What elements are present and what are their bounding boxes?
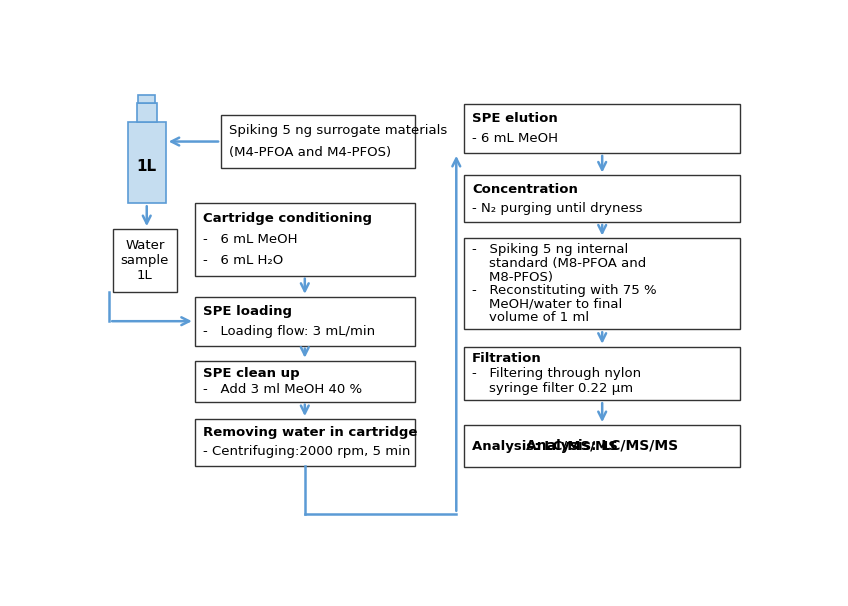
Bar (195, 419, 415, 465)
Text: -   Spiking 5 ng internal: - Spiking 5 ng internal (472, 244, 628, 256)
Text: -   Add 3 ml MeOH 40 %: - Add 3 ml MeOH 40 % (203, 382, 362, 396)
Text: -   Loading flow: 3 mL/min: - Loading flow: 3 mL/min (203, 325, 375, 338)
Text: -   6 mL MeOH: - 6 mL MeOH (203, 233, 297, 246)
Text: Concentration: Concentration (472, 183, 578, 196)
Bar (464, 425, 740, 467)
Text: 1L: 1L (137, 159, 157, 173)
Text: (M4-PFOA and M4-PFOS): (M4-PFOA and M4-PFOS) (229, 146, 391, 159)
Bar (128, 122, 166, 204)
Bar (195, 204, 415, 276)
Text: syringe filter 0.22 μm: syringe filter 0.22 μm (472, 382, 633, 395)
Text: MeOH/water to final: MeOH/water to final (472, 298, 622, 311)
Bar (221, 115, 415, 168)
Text: - Centrifuging:2000 rpm, 5 min: - Centrifuging:2000 rpm, 5 min (203, 445, 410, 458)
Text: - N₂ purging until dryness: - N₂ purging until dryness (472, 202, 643, 215)
Text: Cartridge conditioning: Cartridge conditioning (203, 212, 371, 225)
Text: Spiking 5 ng surrogate materials: Spiking 5 ng surrogate materials (229, 124, 447, 137)
Text: Analysis: LC/MS/MS: Analysis: LC/MS/MS (526, 439, 678, 453)
Text: SPE loading: SPE loading (203, 305, 292, 318)
Bar (137, 103, 157, 122)
Bar (195, 361, 415, 402)
Text: standard (M8-PFOA and: standard (M8-PFOA and (472, 257, 646, 270)
Text: Analysis: LC/MS/MS: Analysis: LC/MS/MS (472, 439, 618, 453)
Text: Removing water in cartridge: Removing water in cartridge (203, 427, 417, 439)
Text: - 6 mL MeOH: - 6 mL MeOH (472, 132, 558, 145)
Text: -   Reconstituting with 75 %: - Reconstituting with 75 % (472, 284, 656, 297)
Bar (113, 229, 177, 292)
Text: M8-PFOS): M8-PFOS) (472, 270, 553, 284)
Bar (464, 104, 740, 153)
Text: SPE clean up: SPE clean up (203, 367, 299, 380)
Text: SPE elution: SPE elution (472, 112, 558, 125)
Bar (464, 175, 740, 222)
Text: volume of 1 ml: volume of 1 ml (472, 311, 589, 324)
Bar (464, 347, 740, 401)
Bar (464, 238, 740, 330)
Text: -   6 mL H₂O: - 6 mL H₂O (203, 254, 283, 267)
Bar (195, 297, 415, 345)
Text: Filtration: Filtration (472, 352, 542, 365)
Text: Water
sample
1L: Water sample 1L (120, 239, 169, 282)
Text: -   Filtering through nylon: - Filtering through nylon (472, 367, 641, 380)
Bar (138, 95, 155, 103)
